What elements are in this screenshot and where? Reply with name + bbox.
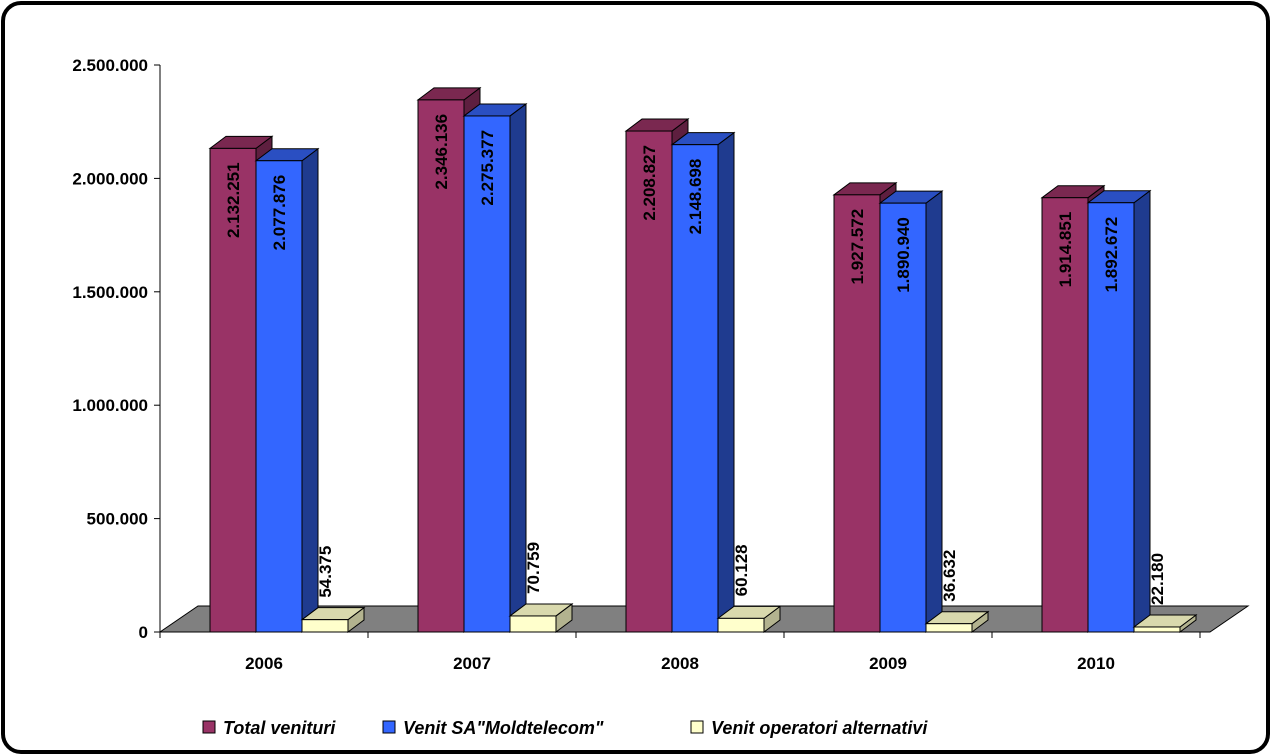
y-tick-label: 1.500.000 — [72, 283, 148, 302]
legend-swatch — [690, 720, 704, 734]
legend-swatch — [202, 720, 216, 734]
x-tick-label: 2009 — [869, 654, 907, 673]
bar — [508, 602, 574, 633]
bar — [878, 190, 944, 633]
data-label: 1.892.672 — [1102, 217, 1121, 293]
bar-front — [417, 99, 465, 633]
data-label: 2.132.251 — [224, 162, 243, 238]
data-label: 36.632 — [940, 550, 959, 602]
bar — [670, 131, 736, 633]
data-label: 1.927.572 — [848, 209, 867, 285]
legend-label: Venit SA"Moldtelecom" — [403, 718, 604, 738]
bar-front — [925, 623, 973, 633]
bar-front — [209, 147, 257, 633]
y-tick-label: 2.000.000 — [72, 169, 148, 188]
legend-item: Venit operatori alternativi — [690, 718, 928, 738]
y-tick-label: 0 — [139, 623, 148, 642]
y-tick-label: 500.000 — [87, 510, 148, 529]
legend-label: Venit operatori alternativi — [711, 718, 928, 738]
data-label: 54.375 — [316, 546, 335, 598]
x-tick-label: 2010 — [1077, 654, 1115, 673]
y-tick-label: 1.000.000 — [72, 396, 148, 415]
bar — [462, 102, 528, 633]
legend-item: Venit SA"Moldtelecom" — [382, 718, 604, 738]
bar — [1132, 613, 1198, 633]
bar-front — [671, 144, 719, 633]
bar-front — [509, 615, 557, 633]
bar-front — [255, 160, 303, 633]
legend-swatch — [382, 720, 396, 734]
x-tick-label: 2008 — [661, 654, 699, 673]
bar — [300, 606, 366, 633]
x-tick-label: 2007 — [453, 654, 491, 673]
bar-front — [1133, 626, 1181, 633]
data-label: 2.077.876 — [270, 175, 289, 251]
bar-front — [301, 619, 349, 633]
legend-label: Total venituri — [223, 718, 336, 738]
data-label: 70.759 — [524, 542, 543, 594]
data-label: 1.914.851 — [1056, 212, 1075, 288]
bar-front — [1087, 202, 1135, 633]
y-tick-label: 2.500.000 — [72, 56, 148, 75]
bar — [924, 610, 990, 633]
data-label: 2.346.136 — [432, 114, 451, 190]
data-label: 2.148.698 — [686, 159, 705, 235]
bar-front — [463, 115, 511, 633]
legend-item: Total venituri — [202, 718, 336, 738]
bar-front — [625, 130, 673, 633]
data-label: 60.128 — [732, 544, 751, 596]
data-label: 2.275.377 — [478, 130, 497, 206]
bar — [1086, 189, 1152, 633]
x-tick-label: 2006 — [245, 654, 283, 673]
bar-front — [879, 202, 927, 633]
data-label: 2.208.827 — [640, 145, 659, 221]
bar-front — [717, 617, 765, 633]
bar — [254, 147, 320, 633]
data-label: 1.890.940 — [894, 217, 913, 293]
data-label: 22.180 — [1148, 553, 1167, 605]
bar-front — [1041, 197, 1089, 633]
bar — [716, 605, 782, 633]
